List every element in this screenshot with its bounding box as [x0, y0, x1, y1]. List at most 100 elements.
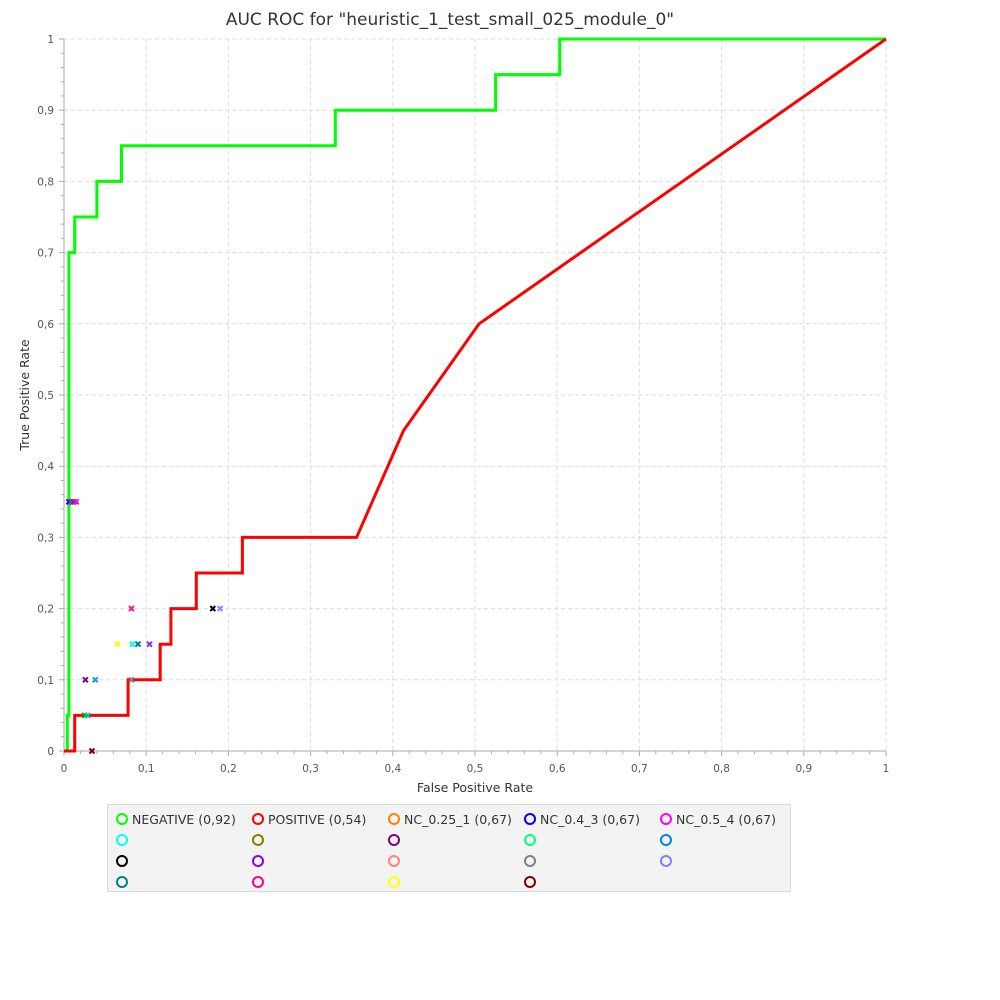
legend-item — [524, 852, 540, 870]
series-negative-line — [65, 37, 886, 751]
legend-item: NC_0.4_3 (0,67) — [524, 810, 640, 828]
legend-label: NC_0.5_4 (0,67) — [676, 811, 776, 827]
legend-item — [660, 831, 676, 849]
marker-stroke — [146, 640, 153, 648]
threshold-marker — [216, 605, 224, 612]
threshold-marker — [146, 640, 153, 648]
legend-label: POSITIVE (0,54) — [268, 811, 367, 827]
legend-swatch — [252, 855, 264, 867]
threshold-marker — [128, 676, 135, 684]
legend-swatch — [388, 813, 400, 825]
legend-item — [388, 852, 404, 870]
x-tick-label: 0,4 — [384, 763, 401, 775]
legend-label: NC_0.25_1 (0,67) — [404, 811, 512, 827]
legend-label: NC_0.4_3 (0,67) — [540, 811, 640, 827]
x-tick-label: 0,8 — [713, 763, 730, 775]
x-tick-label: 0 — [61, 763, 68, 775]
legend-label: NEGATIVE (0,92) — [132, 811, 236, 827]
legend-swatch — [116, 855, 128, 867]
threshold-marker — [128, 605, 135, 612]
y-tick-label: 0,9 — [37, 105, 54, 117]
marker-stroke — [73, 498, 80, 506]
legend-item — [116, 873, 132, 891]
roc-chart: AUC ROC for "heuristic_1_test_small_025_… — [17, 10, 889, 795]
y-tick-label: 1 — [47, 34, 54, 46]
y-tick-label: 0,8 — [37, 176, 54, 188]
y-tick-label: 0,4 — [37, 461, 54, 473]
legend-item: NEGATIVE (0,92) — [116, 810, 236, 828]
legend-swatch — [524, 834, 536, 846]
legend-swatch — [524, 813, 536, 825]
x-tick-label: 0,9 — [795, 763, 812, 775]
x-axis-label: False Positive Rate — [417, 780, 533, 795]
x-tick-label: 0,2 — [220, 763, 237, 775]
threshold-marker — [73, 498, 80, 506]
series-layer — [64, 37, 887, 753]
legend-item: NC_0.5_4 (0,67) — [660, 810, 776, 828]
x-tick-label: 0,6 — [549, 763, 566, 775]
threshold-marker — [209, 605, 216, 612]
legend-swatch — [660, 855, 672, 867]
x-tick-label: 0,3 — [302, 763, 319, 775]
legend-swatch — [388, 855, 400, 867]
legend-swatch — [252, 813, 264, 825]
legend-item — [524, 831, 540, 849]
marker-stroke — [114, 640, 121, 648]
legend-item — [252, 831, 268, 849]
legend-swatch — [660, 834, 672, 846]
marker-stroke — [129, 640, 136, 648]
marker-stroke — [134, 640, 142, 648]
legend-swatch — [116, 834, 128, 846]
legend-item — [660, 852, 676, 870]
y-tick-label: 0,1 — [37, 675, 54, 687]
legend-swatch — [660, 813, 672, 825]
y-tick-label: 0,3 — [37, 532, 54, 544]
threshold-marker — [84, 712, 92, 719]
y-axis-label: True Positive Rate — [17, 339, 32, 452]
legend-swatch — [252, 876, 264, 888]
threshold-marker — [134, 640, 142, 648]
marker-stroke — [216, 605, 224, 612]
marker-layer — [65, 498, 224, 755]
marker-stroke — [209, 605, 216, 612]
threshold-marker — [88, 747, 96, 755]
x-tick-label: 0,1 — [138, 763, 155, 775]
legend-item — [524, 873, 540, 891]
marker-stroke — [128, 676, 135, 684]
marker-stroke — [88, 747, 96, 755]
marker-stroke — [92, 676, 99, 684]
y-tick-label: 0,5 — [37, 390, 54, 402]
x-tick-label: 0,7 — [631, 763, 648, 775]
legend-swatch — [524, 876, 536, 888]
legend-item — [388, 831, 404, 849]
legend-item — [388, 873, 404, 891]
marker-stroke — [82, 676, 89, 684]
threshold-marker — [114, 640, 121, 648]
legend-item — [116, 831, 132, 849]
legend-swatch — [388, 834, 400, 846]
axes: 0 0,1 0,2 0,3 0,4 0,5 0,6 0,7 0,8 0,9 1 0 0,1 0,2 0,3 0… — [37, 34, 889, 775]
legend-swatch — [252, 834, 264, 846]
chart-title: AUC ROC for "heuristic_1_test_small_025_… — [226, 10, 674, 30]
series-positive-line — [64, 37, 887, 753]
legend-swatch — [116, 876, 128, 888]
y-tick-label: 0,7 — [37, 248, 54, 260]
legend-item: POSITIVE (0,54) — [252, 810, 366, 828]
marker-stroke — [128, 605, 135, 612]
y-tick-label: 0,2 — [37, 604, 54, 616]
y-tick-label: 0,6 — [37, 319, 54, 331]
x-tick-label: 1 — [883, 763, 890, 775]
marker-stroke — [84, 712, 92, 719]
threshold-marker — [92, 676, 99, 684]
legend-item — [252, 873, 268, 891]
threshold-marker — [82, 676, 89, 684]
legend-swatch — [524, 855, 536, 867]
legend-item — [252, 852, 268, 870]
legend: NEGATIVE (0,92) POSITIVE (0,54) NC_0.25_1 … — [107, 804, 791, 892]
y-tick-label: 0 — [47, 746, 54, 758]
threshold-marker — [129, 640, 136, 648]
x-tick-label: 0,5 — [467, 763, 484, 775]
legend-swatch — [388, 876, 400, 888]
legend-item — [116, 852, 132, 870]
legend-swatch — [116, 813, 128, 825]
